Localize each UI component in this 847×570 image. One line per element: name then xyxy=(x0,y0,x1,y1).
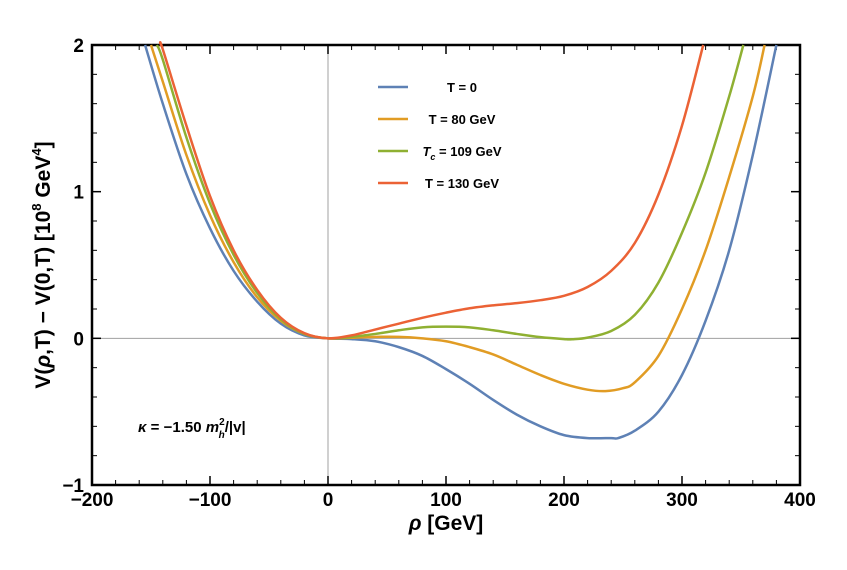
x-tick-label: 200 xyxy=(548,490,580,511)
x-tick-label: 300 xyxy=(666,490,698,511)
x-axis-title: ρ [GeV] xyxy=(408,512,484,535)
legend-label: T = 130 GeV xyxy=(425,176,499,191)
x-tick-label: 0 xyxy=(323,490,334,511)
y-tick-label: 2 xyxy=(73,36,84,57)
x-tick-label: −200 xyxy=(71,490,114,511)
series-line-t80 xyxy=(149,44,766,393)
series-lines xyxy=(143,41,778,440)
x-tick-label: −100 xyxy=(189,490,232,511)
legend-label: T = 80 GeV xyxy=(429,112,496,127)
x-tick-label: 400 xyxy=(784,490,816,511)
legend-item-t130: T = 130 GeV xyxy=(378,176,499,191)
series-line-t130 xyxy=(158,41,705,340)
legend-item-t0: T = 0 xyxy=(378,80,477,95)
legend-item-t80: T = 80 GeV xyxy=(378,112,496,127)
y-axis-title: V(ρ,T) − V(0,T) [108 GeV4] xyxy=(29,141,55,388)
zero-lines xyxy=(92,45,800,485)
y-tick-label: 0 xyxy=(73,329,84,350)
legend-item-tc109: Tc = 109 GeV xyxy=(378,144,502,162)
annotation-kappa: κ = −1.50 m2 h/|v| xyxy=(138,417,246,441)
series-line-tc109 xyxy=(155,44,745,341)
y-tick-label: 1 xyxy=(73,183,84,204)
y-tick-label: −1 xyxy=(62,476,84,497)
x-tick-label: 100 xyxy=(430,490,462,511)
legend: T = 0 T = 80 GeV Tc = 109 GeV T = 130 GeV xyxy=(378,80,502,191)
axis-ticks: −200 −100 0 100 200 300 400 −1 0 1 2 xyxy=(62,36,816,511)
series-line-t0 xyxy=(143,44,778,440)
legend-label: T = 0 xyxy=(447,80,477,95)
legend-label: Tc = 109 GeV xyxy=(422,144,501,162)
